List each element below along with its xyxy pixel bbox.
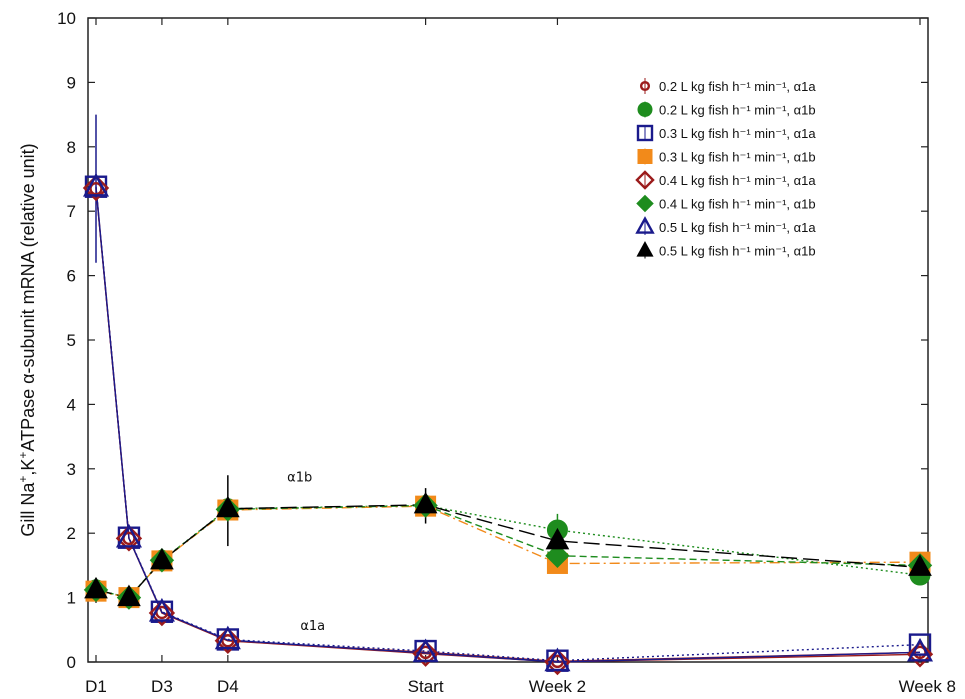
data-point	[214, 627, 242, 654]
y-axis-title-part: +	[16, 476, 30, 483]
y-tick-label: 10	[57, 9, 76, 28]
data-point	[413, 491, 438, 514]
data-point	[545, 543, 570, 568]
legend-label: 0.4 L kg fish h⁻¹ min⁻¹, α1b	[659, 197, 816, 212]
data-point	[115, 525, 143, 552]
data-point	[82, 172, 110, 197]
data-point	[412, 640, 439, 667]
y-tick-label: 3	[67, 460, 76, 479]
y-axis-title-part: Gill Na	[18, 482, 38, 537]
x-axis: D1 D3 D4 Start Week 2 Week 8	[85, 18, 956, 696]
annotation-label: α1a	[300, 619, 325, 634]
legend-label: 0.3 L kg fish h⁻¹ min⁻¹, α1b	[659, 150, 816, 165]
x-tick-label: D4	[217, 677, 239, 696]
series-line	[95, 187, 921, 663]
data-point	[908, 554, 932, 576]
data-point	[544, 647, 571, 672]
legend-label: 0.5 L kg fish h⁻¹ min⁻¹, α1b	[659, 244, 816, 259]
x-tick-label: Week 8	[899, 677, 956, 696]
legend-label: 0.2 L kg fish h⁻¹ min⁻¹, α1b	[659, 103, 816, 118]
data-point	[148, 599, 176, 627]
data-point	[545, 527, 570, 550]
data-point	[221, 634, 235, 648]
annotations: α1b α1a	[287, 471, 325, 634]
data-point	[84, 576, 108, 599]
data-point	[214, 625, 241, 650]
y-tick-label: 8	[67, 138, 76, 157]
legend-label: 0.3 L kg fish h⁻¹ min⁻¹, α1a	[659, 126, 816, 141]
data-point	[906, 637, 934, 662]
y-axis-title: Gill Na+,K+ATPase α-subunit mRNA (relati…	[16, 143, 38, 536]
data-point	[89, 181, 103, 196]
data-point	[150, 547, 174, 570]
y-axis: 0 1 2 3 4 5 6 7 8 9 10	[57, 9, 928, 672]
data-point	[82, 174, 110, 202]
y-axis-title-part: ATPase α-subunit mRNA (relative unit)	[18, 143, 38, 451]
data-point	[908, 633, 932, 656]
y-tick-label: 0	[67, 653, 76, 672]
data-point	[544, 648, 571, 676]
y-axis-title-part: +	[16, 452, 30, 459]
y-tick-label: 4	[67, 395, 76, 414]
y-tick-label: 2	[67, 524, 76, 543]
y-tick-label: 5	[67, 331, 76, 350]
annotation-label: α1b	[287, 471, 312, 486]
plot-area	[87, 17, 929, 663]
y-tick-label: 7	[67, 202, 76, 221]
y-tick-label: 9	[67, 73, 76, 92]
x-tick-label: D3	[151, 677, 173, 696]
legend-label: 0.2 L kg fish h⁻¹ min⁻¹, α1a	[659, 79, 816, 94]
data-point	[215, 495, 240, 518]
data-point	[906, 641, 934, 668]
data-point	[115, 523, 142, 548]
data-point	[412, 638, 439, 663]
legend-label: 0.5 L kg fish h⁻¹ min⁻¹, α1a	[659, 220, 816, 235]
legend: 0.2 L kg fish h⁻¹ min⁻¹, α1a 0.2 L kg fis…	[635, 78, 816, 259]
data-point	[148, 597, 175, 622]
data-point	[635, 170, 655, 190]
x-tick-label: Week 2	[529, 677, 586, 696]
y-tick-label: 1	[67, 589, 76, 608]
x-tick-label: D1	[85, 677, 107, 696]
legend-label: 0.4 L kg fish h⁻¹ min⁻¹, α1a	[659, 173, 816, 188]
series-markers	[82, 172, 934, 676]
y-axis-title-part: ,K	[18, 459, 38, 476]
y-tick-label: 6	[67, 267, 76, 286]
data-point	[117, 584, 141, 607]
x-tick-label: Start	[408, 677, 444, 696]
